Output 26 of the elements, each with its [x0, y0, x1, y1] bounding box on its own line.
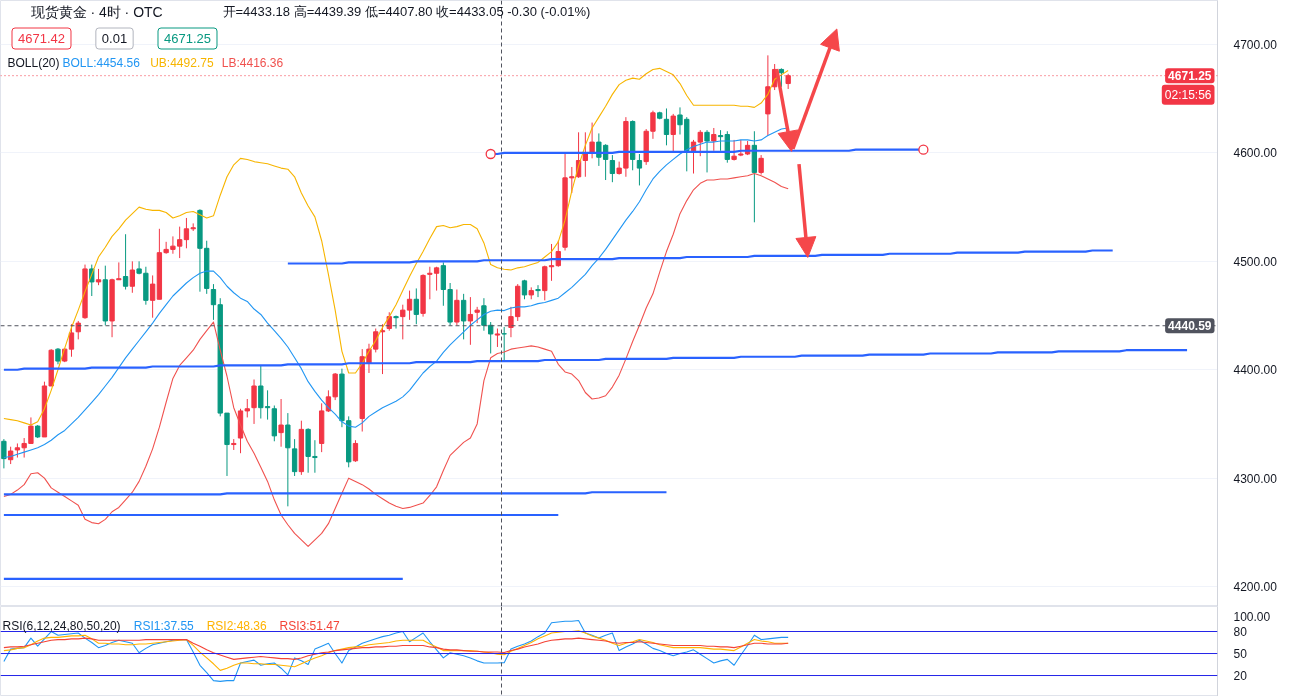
chart-title: 现货黄金 · 4时 · OTC — [30, 3, 163, 20]
y-tick-label: 4200.00 — [1233, 580, 1278, 595]
y-tick-label: 20 — [1233, 669, 1248, 684]
series-label: RSI3:51.47 — [279, 618, 340, 633]
annotation: 4671.42 — [18, 31, 65, 46]
ref-line-label: 4671.25 — [1168, 69, 1212, 84]
y-tick-label: 4400.00 — [1233, 363, 1278, 378]
y-tick-label: 4700.00 — [1233, 38, 1278, 53]
series-label: RSI1:37.55 — [133, 618, 195, 633]
text: LB:4416.36 — [221, 55, 284, 70]
annotation: 0.01 — [101, 31, 128, 46]
text: UB:4492.75 — [150, 55, 214, 70]
ref-line-label: 4440.59 — [1168, 319, 1212, 334]
y-tick-label: 80 — [1233, 625, 1248, 640]
annotation: 02:15:56 — [1164, 87, 1212, 102]
y-tick-label: 50 — [1233, 647, 1248, 662]
text: BOLL:4454.56 — [62, 55, 141, 70]
annotation: 4671.25 — [164, 31, 211, 46]
y-tick-label: 4300.00 — [1233, 471, 1278, 486]
series-label: RSI2:48.36 — [206, 618, 268, 633]
y-tick-label: 4500.00 — [1233, 254, 1278, 269]
text: RSI(6,12,24,80,50,20) — [2, 618, 121, 633]
annotation: BOLL(20) — [7, 55, 60, 70]
y-tick-label: 100.00 — [1233, 610, 1271, 625]
chart-subtitle: 开=4433.18 高=4439.39 低=4407.80 收=4433.05 -0.30 (-0.01%) — [222, 4, 591, 19]
y-tick-label: 4600.00 — [1233, 146, 1278, 161]
